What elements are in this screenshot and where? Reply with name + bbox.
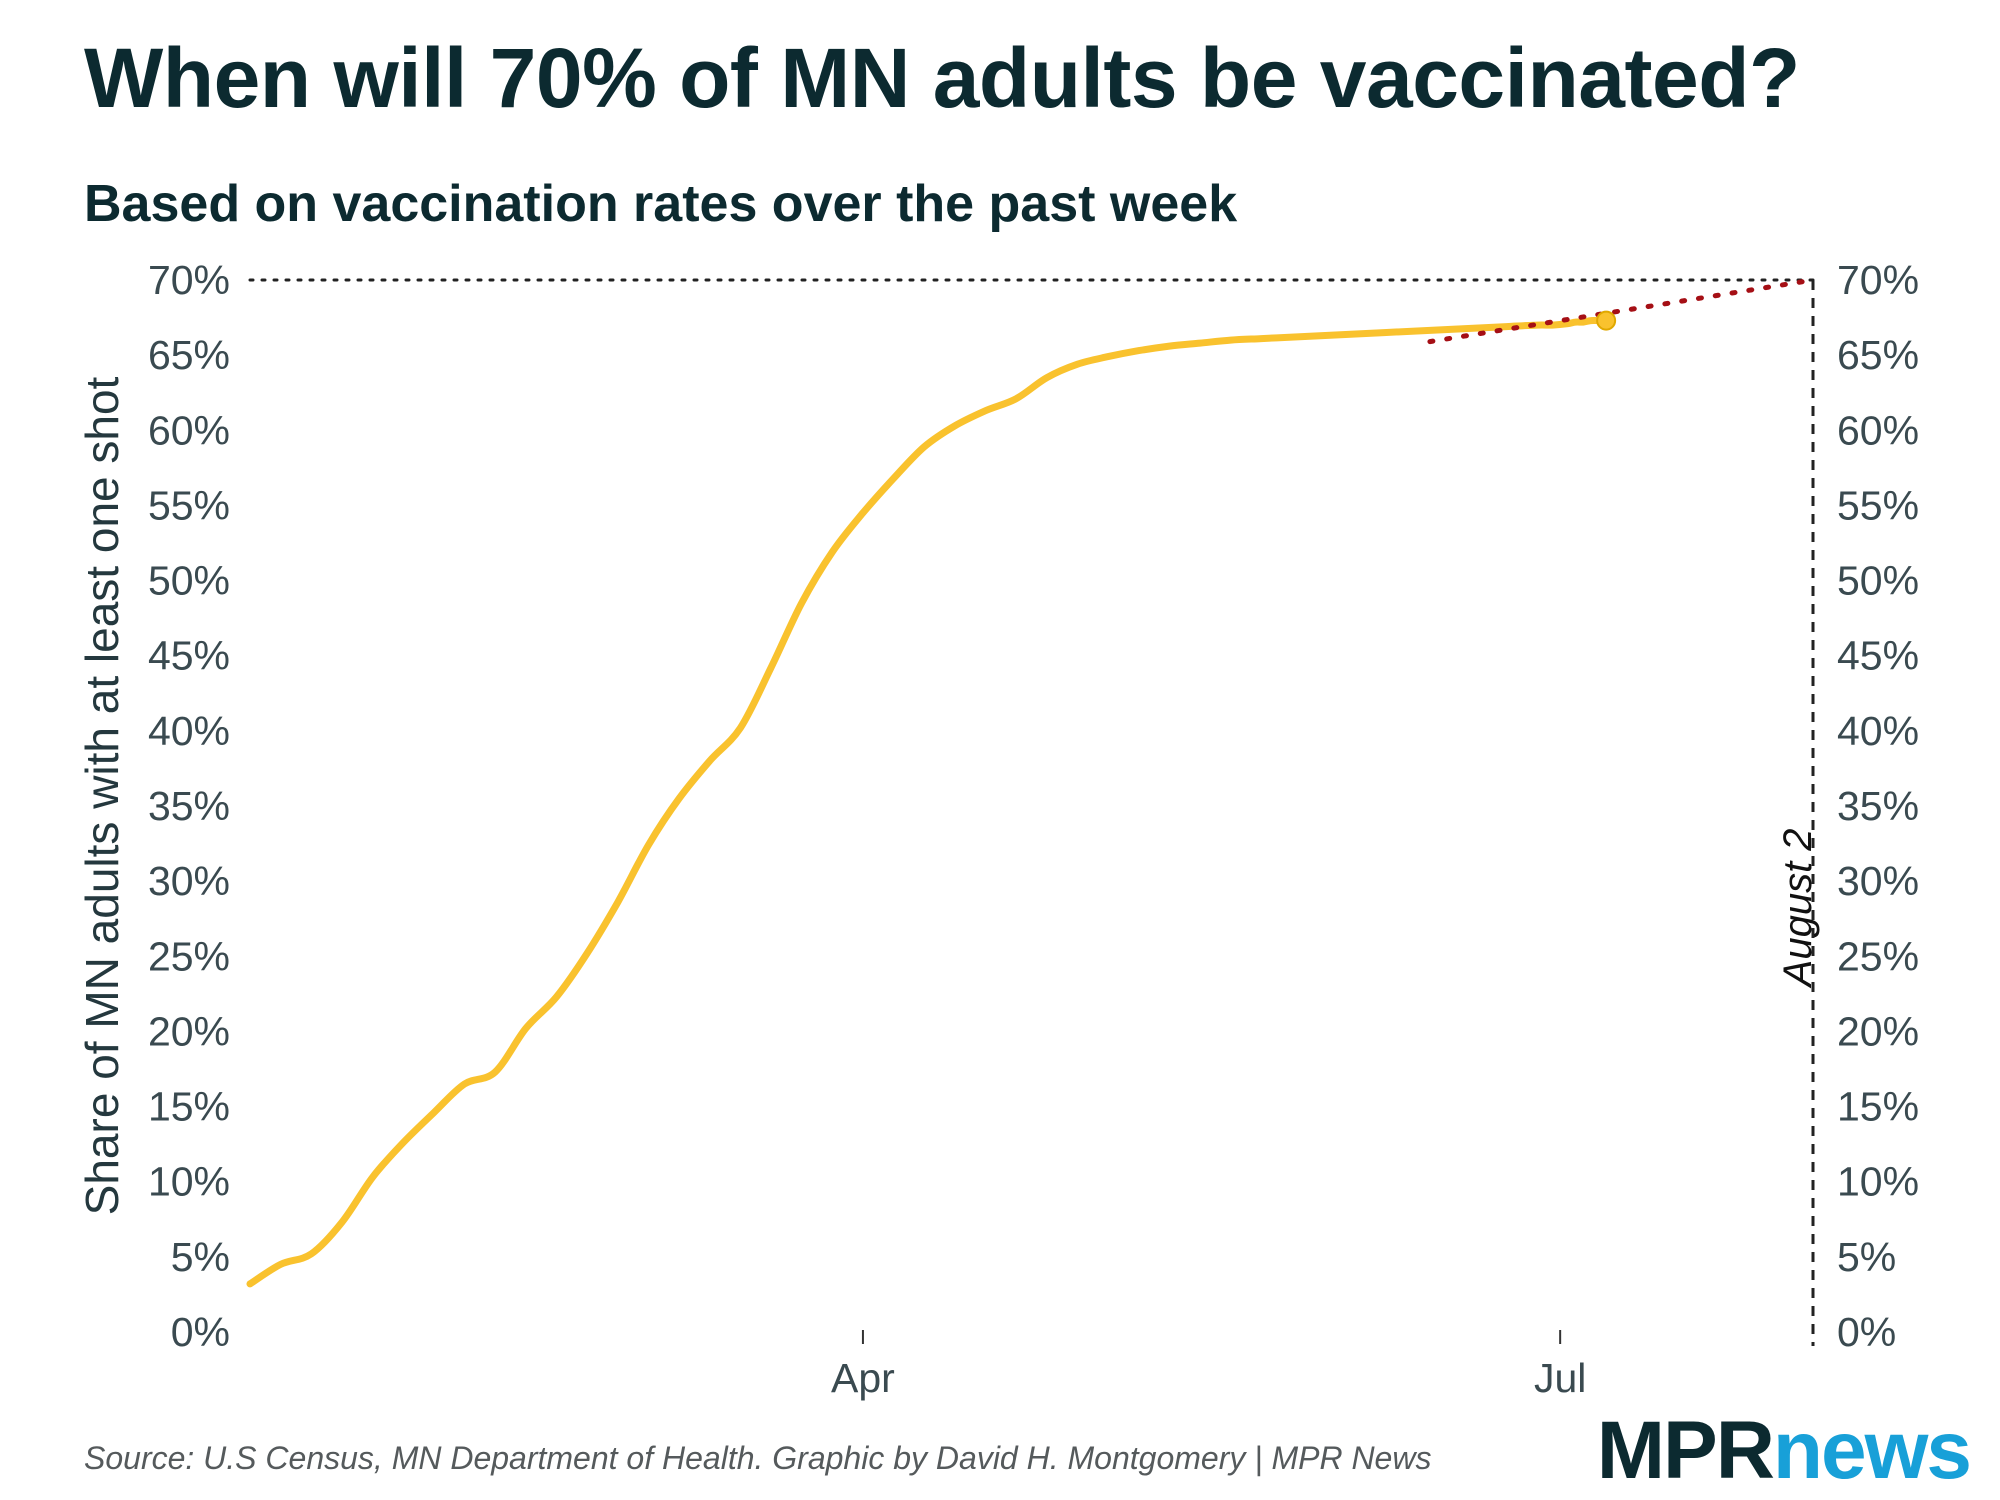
y-tick-right-label: 30%: [1837, 858, 1919, 904]
y-tick-right-label: 15%: [1837, 1084, 1919, 1130]
y-axis-left: 0% 5% 10% 15% 20% 25% 30% 35% 40% 45% 50% 55% 60% 65%…: [148, 257, 230, 1355]
y-tick-left-label: 5%: [171, 1234, 230, 1280]
logo-news-text: news: [1772, 1405, 1972, 1496]
y-tick-left-label: 0%: [171, 1309, 230, 1355]
y-tick-left-label: 60%: [148, 407, 230, 453]
y-tick-right-label: 10%: [1837, 1159, 1919, 1205]
y-tick-right-label: 70%: [1837, 257, 1919, 303]
projection-series-line: [1427, 277, 1816, 345]
y-tick-right-label: 25%: [1837, 933, 1919, 979]
chart-title: When will 70% of MN adults be vaccinated…: [84, 31, 1800, 125]
y-tick-left-label: 35%: [148, 783, 230, 829]
x-axis: Apr Jul: [831, 1330, 1586, 1401]
august-2-label: August 2: [1776, 828, 1820, 988]
y-tick-right-label: 0%: [1837, 1309, 1896, 1355]
x-tick-label: Apr: [831, 1355, 895, 1401]
y-tick-left-label: 30%: [148, 858, 230, 904]
y-axis-label: Share of MN adults with at least one sho…: [76, 376, 128, 1215]
y-tick-right-label: 50%: [1837, 558, 1919, 604]
y-tick-right-label: 40%: [1837, 708, 1919, 754]
y-tick-right-label: 35%: [1837, 783, 1919, 829]
y-tick-left-label: 45%: [148, 633, 230, 679]
y-tick-left-label: 25%: [148, 933, 230, 979]
y-axis-right: 0% 5% 10% 15% 20% 25% 30% 35% 40% 45% 50% 55% 60% 65%…: [1837, 257, 1919, 1355]
chart-subtitle: Based on vaccination rates over the past…: [84, 175, 1238, 233]
y-tick-left-label: 15%: [148, 1084, 230, 1130]
y-tick-left-label: 20%: [148, 1008, 230, 1054]
y-tick-left-label: 70%: [148, 257, 230, 303]
y-tick-right-label: 5%: [1837, 1234, 1896, 1280]
x-tick-label: Jul: [1534, 1355, 1586, 1401]
y-tick-right-label: 55%: [1837, 482, 1919, 528]
y-tick-right-label: 60%: [1837, 407, 1919, 453]
y-tick-left-label: 65%: [148, 332, 230, 378]
y-tick-right-label: 65%: [1837, 332, 1919, 378]
mpr-news-logo: MPRnews: [1597, 1410, 1972, 1492]
y-tick-left-label: 50%: [148, 558, 230, 604]
y-tick-left-label: 55%: [148, 482, 230, 528]
source-credit: Source: U.S Census, MN Department of Hea…: [84, 1440, 1432, 1476]
latest-data-point: [1596, 310, 1617, 331]
logo-mpr-text: MPR: [1596, 1405, 1775, 1496]
y-tick-right-label: 20%: [1837, 1008, 1919, 1054]
y-tick-right-label: 45%: [1837, 633, 1919, 679]
vaccination-series-line: [246, 316, 1610, 1288]
y-tick-left-label: 40%: [148, 708, 230, 754]
y-tick-left-label: 10%: [148, 1159, 230, 1205]
